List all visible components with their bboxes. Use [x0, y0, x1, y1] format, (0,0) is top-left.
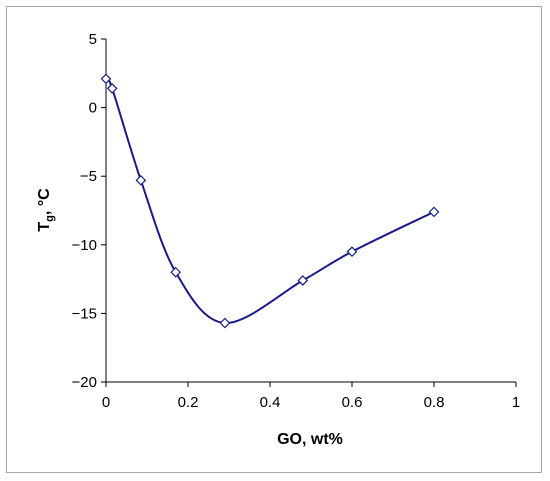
x-tick-label: 0.2 [178, 394, 199, 411]
y-axis-title-main: T [36, 222, 53, 232]
data-point [428, 206, 440, 218]
axes [101, 38, 517, 387]
curve-layer [105, 76, 435, 325]
chart-frame [6, 6, 542, 473]
label-layer: 5 0 −5 −10 −15 −20 0 0.2 0.4 0.6 0.8 1 [72, 31, 521, 411]
y-tick-label: −20 [72, 374, 97, 391]
x-tick-label: 0 [102, 394, 110, 411]
data-point [219, 317, 231, 329]
data-point [297, 275, 309, 286]
y-tick-label: −15 [72, 305, 97, 322]
data-point [170, 266, 182, 278]
marker-layer [100, 73, 440, 329]
data-point [135, 174, 147, 186]
x-tick-label: 0.4 [260, 394, 281, 411]
y-tick-label: 5 [89, 31, 97, 48]
y-tick-label: 0 [89, 100, 97, 117]
x-tick-label: 0.6 [342, 394, 363, 411]
data-point [106, 83, 118, 94]
series-line [105, 76, 435, 325]
y-axis-title: Tg, °C [36, 188, 56, 232]
y-axis-title-rest: , °C [36, 188, 53, 215]
data-point [346, 246, 358, 258]
y-tick-label: −10 [72, 237, 97, 254]
y-axis-title-subscript: g [44, 215, 56, 222]
y-tick-label: −5 [80, 168, 97, 185]
data-point [100, 73, 112, 85]
x-axis-title: GO, wt% [277, 431, 343, 448]
x-tick-label: 1 [512, 394, 520, 411]
x-tick-label: 0.8 [424, 394, 445, 411]
